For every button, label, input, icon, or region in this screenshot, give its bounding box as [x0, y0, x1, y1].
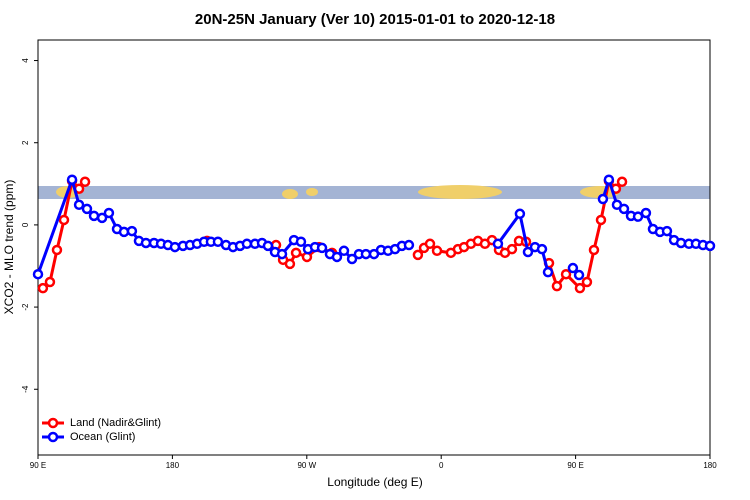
x-tick-label: 90 E: [30, 461, 46, 470]
data-point: [262, 240, 274, 252]
data-point: [37, 282, 49, 294]
data-point: [573, 269, 585, 281]
y-tick-label: -2: [21, 303, 30, 311]
data-point: [295, 236, 307, 247]
data-point: [338, 245, 350, 257]
data-point: [522, 246, 534, 258]
data-point: [103, 207, 115, 219]
data-point: [542, 266, 554, 278]
data-point: [331, 251, 343, 263]
x-tick-label: 90 W: [297, 461, 316, 470]
x-tick-label: 180: [703, 461, 717, 470]
data-point: [704, 240, 716, 252]
data-point: [32, 268, 44, 280]
data-point: [597, 193, 609, 205]
data-point: [661, 225, 673, 237]
data-point: [616, 176, 628, 188]
data-point: [632, 211, 644, 222]
data-point: [88, 210, 100, 222]
data-point: [514, 208, 526, 220]
data-point: [73, 199, 85, 211]
x-tick-label: 0: [439, 461, 444, 470]
x-tick-label: 180: [166, 461, 180, 470]
data-point: [536, 243, 548, 255]
data-point: [96, 212, 108, 224]
chart-title: 20N-25N January (Ver 10) 2015-01-01 to 2…: [195, 11, 555, 28]
data-point: [403, 239, 415, 251]
data-point: [618, 203, 630, 215]
data-point: [81, 203, 93, 215]
data-point: [290, 247, 302, 259]
data-point: [79, 176, 91, 188]
data-point: [560, 268, 572, 280]
y-tick-label: 2: [21, 140, 30, 145]
data-point: [126, 225, 138, 237]
data-point: [212, 236, 224, 247]
data-point: [581, 276, 593, 288]
x-tick-label: 90 E: [567, 461, 583, 470]
data-point: [360, 248, 372, 260]
data-point: [241, 238, 253, 250]
data-point: [431, 245, 443, 257]
y-tick-label: 0: [21, 222, 30, 227]
data-point: [567, 262, 579, 274]
data-point: [506, 243, 518, 255]
data-point: [284, 258, 296, 270]
data-point: [346, 253, 358, 265]
data-point: [595, 214, 607, 226]
data-point: [66, 174, 78, 185]
data-point: [140, 237, 152, 249]
legend-label: Ocean (Glint): [70, 431, 135, 443]
legend-marker: [47, 417, 59, 429]
map-strip: [38, 185, 710, 199]
data-point: [574, 282, 586, 294]
data-point: [603, 174, 615, 185]
data-point: [51, 244, 63, 256]
data-point: [44, 276, 56, 288]
data-point: [412, 249, 424, 261]
data-point: [58, 214, 70, 226]
data-point: [169, 241, 181, 253]
data-point: [276, 248, 288, 260]
data-point: [492, 238, 504, 250]
data-point: [316, 242, 328, 254]
legend-label: Land (Nadir&Glint): [70, 417, 161, 429]
y-axis-label: XCO2 - MLO trend (ppm): [2, 180, 16, 315]
data-point: [640, 207, 652, 219]
x-axis-label: Longitude (deg E): [327, 475, 422, 489]
data-point: [551, 280, 563, 292]
data-point: [588, 244, 600, 256]
plot-frame: [37, 39, 711, 456]
y-tick-label: 4: [21, 58, 30, 63]
data-point: [424, 238, 436, 250]
legend-marker: [47, 431, 59, 443]
y-tick-label: -4: [21, 385, 30, 393]
